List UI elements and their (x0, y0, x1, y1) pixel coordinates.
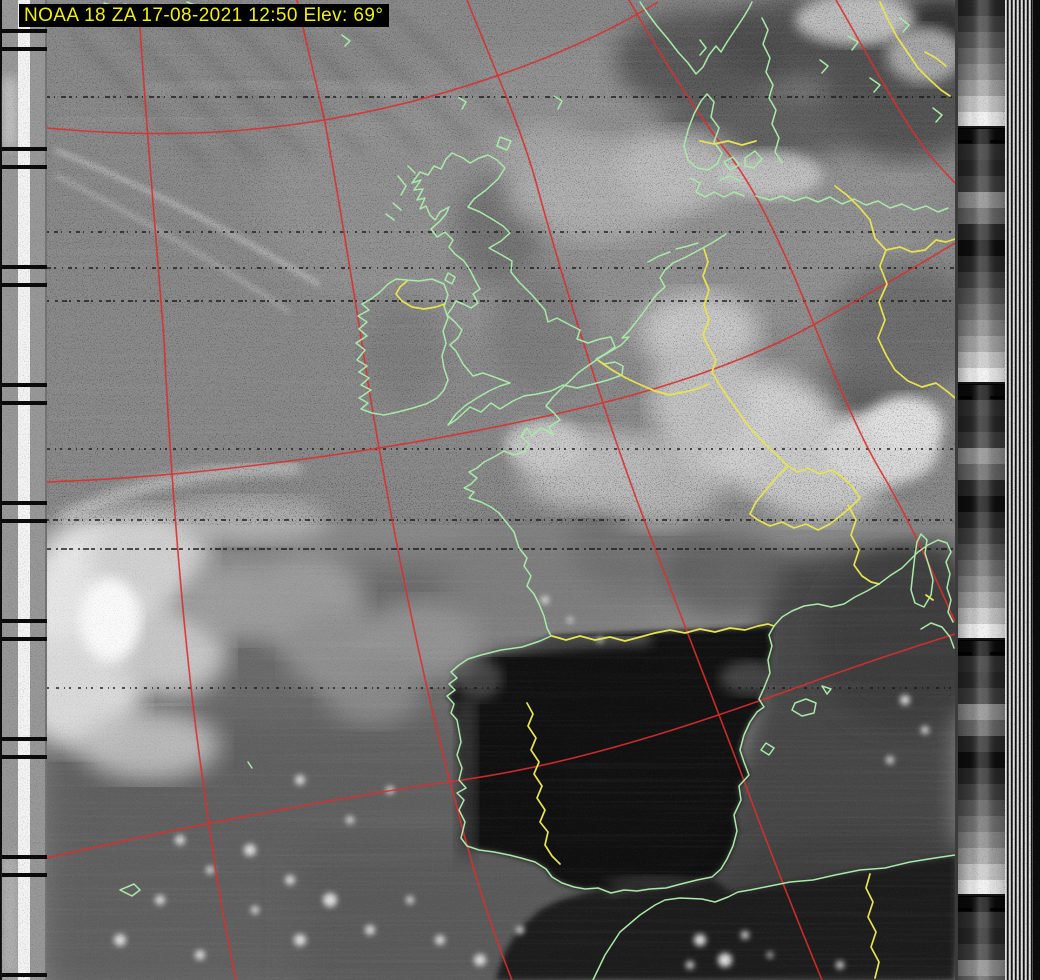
meridian-3 (466, 0, 823, 980)
border-overlay (395, 1, 955, 979)
satellite-image (47, 0, 955, 980)
scandinavia-lakes (699, 17, 943, 123)
coast-isle-of-man (444, 272, 456, 285)
coast-small-islands (119, 761, 253, 897)
right-telemetry-band (955, 0, 1040, 980)
coast-sardinia (920, 622, 955, 649)
header-text: NOAA 18 ZA 17-08-2021 12:50 Elev: 69° (24, 5, 384, 26)
meridian-4 (628, 0, 955, 623)
left-sync-band (0, 0, 47, 980)
parallel-mid (47, 242, 955, 483)
border-morocco-algeria (865, 873, 880, 979)
border-nl-de-fr (702, 248, 789, 467)
border-germany-czech-austria (877, 249, 955, 399)
coast-orkney (457, 95, 563, 151)
coast-corsica (910, 533, 934, 608)
coast-norway (639, 1, 753, 75)
border-northern-ireland (395, 280, 446, 310)
coastline-overlay (103, 1, 955, 980)
coast-africa (592, 854, 955, 980)
coast-balearics (760, 685, 832, 756)
parallel-south (47, 633, 955, 859)
coast-great-britain (411, 152, 624, 426)
coast-sweden-west (761, 17, 783, 164)
border-pyrenees (551, 623, 775, 642)
border-denmark-germany (699, 140, 757, 146)
coast-danish-isles (719, 150, 763, 182)
border-germany-poland (834, 185, 955, 253)
coast-gulf-of-lion-liguria (773, 539, 954, 627)
coast-hebrides (385, 165, 416, 221)
meridian-1 (139, 26, 237, 980)
coast-wadden (647, 177, 745, 263)
coast-ireland (355, 278, 449, 416)
coast-jutland (683, 93, 723, 171)
latlon-grid-overlay (47, 0, 955, 980)
image-header: NOAA 18 ZA 17-08-2021 12:50 Elev: 69° (19, 4, 390, 27)
border-belgium-france (598, 360, 710, 396)
coast-baltic (755, 195, 949, 213)
meridian-5 (835, 0, 955, 184)
border-portugal-spain (526, 702, 561, 865)
border-switzerland (749, 465, 861, 531)
coast-continental-west (446, 233, 775, 894)
border-france-italy (847, 504, 934, 601)
border-norway-sweden (879, 1, 951, 97)
parallel-north (47, 1, 659, 135)
